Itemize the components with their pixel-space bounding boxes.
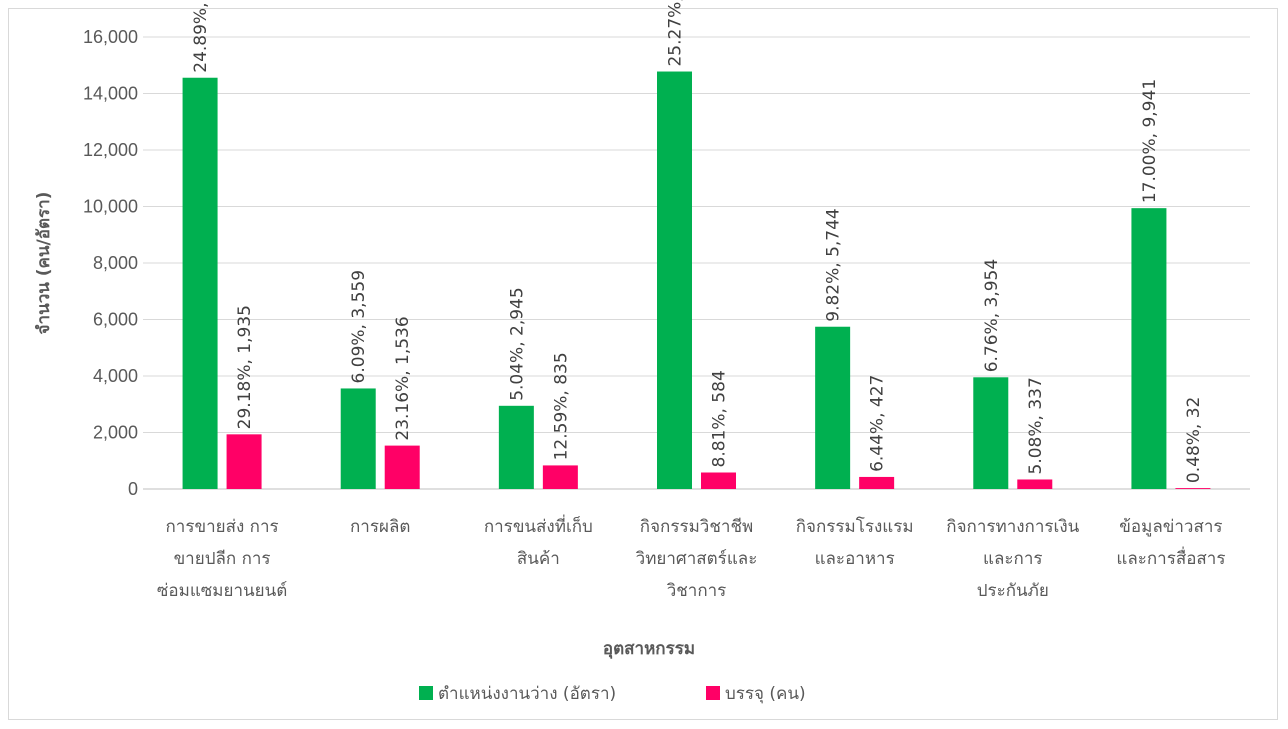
bar-vacancies — [1131, 208, 1167, 489]
x-category-label: การขนส่งที่เก็บสินค้า — [484, 514, 593, 569]
data-label-hired: 5.08%, 337 — [1026, 377, 1046, 474]
y-tick-label: 2,000 — [93, 423, 138, 443]
x-category-label: การผลิต — [350, 517, 410, 537]
legend-swatch — [419, 686, 433, 700]
y-tick-label: 6,000 — [93, 310, 138, 330]
y-tick-label: 8,000 — [93, 253, 138, 273]
data-label-hired: 0.48%, 32 — [1184, 397, 1204, 483]
y-tick-label: 14,000 — [83, 84, 138, 104]
bar-vacancies — [815, 326, 851, 489]
legend: ตำแหน่งงานว่าง (อัตรา) บรรจุ (คน) — [419, 684, 806, 704]
x-axis-title: อุตสาหกรรม — [603, 639, 695, 659]
bar-vacancies — [973, 377, 1009, 489]
y-axis-ticks: 0 2,000 4,000 6,000 8,000 10,000 12,000 14,000 1… — [83, 27, 138, 499]
bar-hired — [1017, 479, 1053, 489]
legend-label: ตำแหน่งงานว่าง (อัตรา) — [438, 684, 616, 704]
y-tick-label: 4,000 — [93, 366, 138, 386]
data-label-vacancies: 6.09%, 3,559 — [349, 270, 369, 383]
y-tick-label: 12,000 — [83, 140, 138, 160]
gridlines — [143, 36, 1250, 490]
y-tick-label: 10,000 — [83, 197, 138, 217]
bars — [182, 71, 1211, 490]
bar-vacancies — [182, 77, 218, 489]
x-axis-categories: การขายส่ง การขายปลีก การซ่อมแซมยานยนต์ กา… — [157, 514, 1226, 601]
legend-swatch — [706, 686, 720, 700]
bar-hired — [859, 476, 895, 489]
legend-label: บรรจุ (คน) — [725, 684, 806, 704]
bar-hired — [1175, 488, 1211, 489]
bar-hired — [542, 465, 578, 489]
bar-vacancies — [498, 405, 534, 489]
bar-vacancies — [340, 388, 376, 489]
y-tick-label: 16,000 — [83, 27, 138, 47]
x-category-label: ข้อมูลข่าวสารและการสื่อสาร — [1116, 517, 1225, 569]
data-label-hired: 8.81%, 584 — [710, 370, 730, 467]
chart-frame — [8, 8, 1278, 720]
y-tick-label: 0 — [128, 479, 138, 499]
data-label-vacancies: 25.27%, 14,778 — [666, 0, 686, 67]
x-category-label: การขายส่ง การขายปลีก การซ่อมแซมยานยนต์ — [157, 517, 287, 601]
data-label-vacancies: 6.76%, 3,954 — [982, 259, 1002, 372]
bar-hired — [226, 434, 262, 489]
data-label-hired: 12.59%, 835 — [551, 352, 571, 460]
y-axis-title: จำนวน (คน/อัตรา) — [34, 192, 54, 335]
data-label-vacancies: 5.04%, 2,945 — [507, 287, 527, 400]
data-label-hired: 6.44%, 427 — [868, 375, 888, 472]
data-label-vacancies: 17.00%, 9,941 — [1140, 79, 1160, 203]
bar-hired — [701, 472, 736, 489]
x-category-label: กิจกรรมโรงแรมและอาหาร — [796, 516, 914, 569]
bar-vacancies — [657, 71, 692, 490]
data-label-hired: 23.16%, 1,536 — [393, 316, 413, 440]
data-labels: 24.89%, 14,558 29.18%, 1,935 6.09%, 3,559 2… — [191, 0, 1204, 483]
x-category-label: กิจการทางการเงินและการประกันภัย — [946, 517, 1079, 601]
data-label-vacancies: 24.89%, 14,558 — [191, 0, 211, 73]
x-category-label: กิจกรรมวิชาชีพวิทยาศาสตร์และวิชาการ — [635, 517, 757, 601]
data-label-hired: 29.18%, 1,935 — [235, 305, 255, 429]
data-label-vacancies: 9.82%, 5,744 — [824, 208, 844, 321]
bar-hired — [384, 445, 420, 489]
